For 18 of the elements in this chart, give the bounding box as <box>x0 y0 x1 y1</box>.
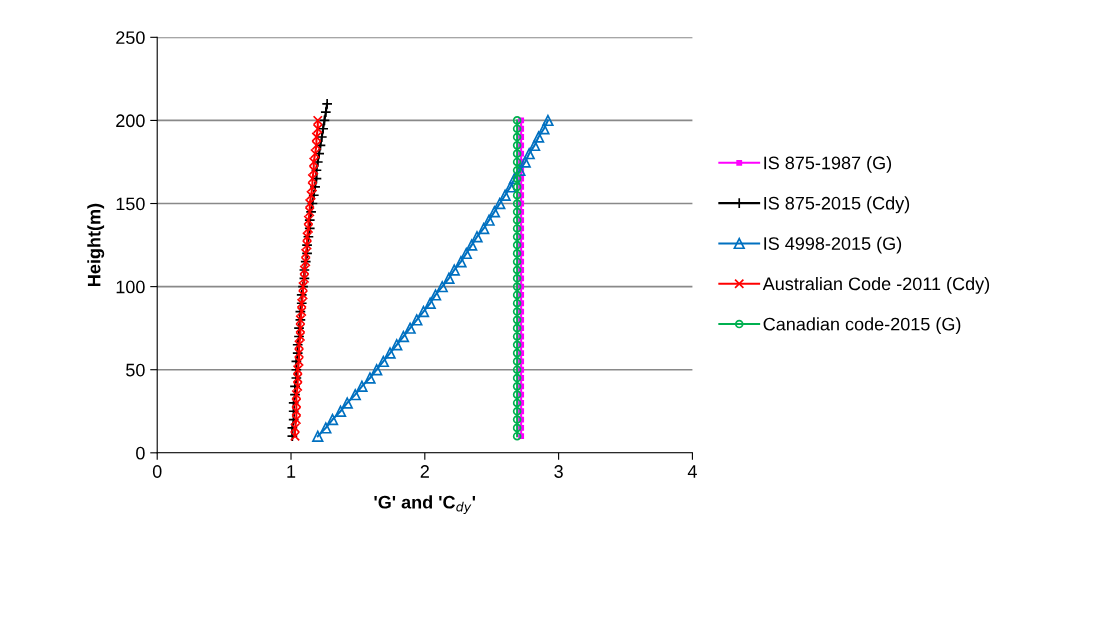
x-tick-label: 0 <box>152 465 162 478</box>
legend-label: IS 4998-2015 (G) <box>764 236 902 254</box>
legend-label: Australian Code -2011 (Cdy) <box>762 276 990 294</box>
x-tick-label: 3 <box>554 465 563 478</box>
y-axis-title: Height(m) <box>87 203 105 286</box>
y-tick-label: 200 <box>116 114 145 128</box>
y-tick-label: 0 <box>136 446 145 460</box>
y-tick-label: 50 <box>126 363 145 377</box>
x-axis-title: 'G' and 'C$_{dy}$' <box>374 495 476 515</box>
legend-label: Canadian code-2015 (G) <box>763 317 961 335</box>
legend-label: IS 875-1987 (G) <box>764 156 892 173</box>
x-tick-label: 4 <box>687 465 697 478</box>
legend-label: IS 875-2015 (Cdy) <box>764 196 910 214</box>
y-tick-label: 150 <box>116 197 145 211</box>
y-tick-label: 100 <box>116 280 145 294</box>
x-tick-label: 2 <box>420 465 429 478</box>
x-tick-label: 1 <box>287 465 296 478</box>
y-tick-label: 250 <box>116 31 145 45</box>
